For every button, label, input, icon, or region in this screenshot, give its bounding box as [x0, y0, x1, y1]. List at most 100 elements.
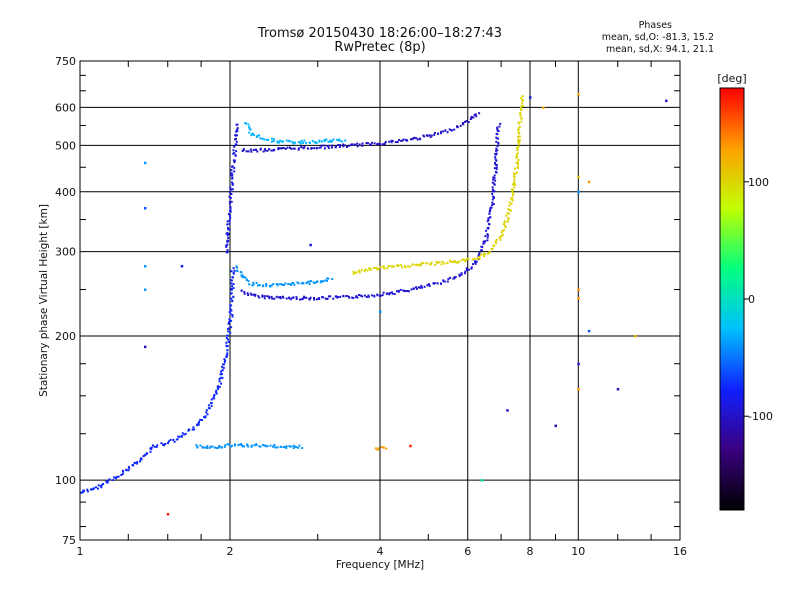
trace-point: [184, 432, 187, 435]
trace-point: [252, 134, 255, 136]
trace-point: [163, 444, 165, 447]
trace-point: [229, 312, 232, 315]
trace-point: [469, 118, 472, 120]
trace-point: [229, 205, 232, 208]
trace-point: [241, 150, 244, 152]
trace-point: [285, 297, 288, 300]
trace-point: [213, 395, 215, 398]
trace-point: [373, 295, 376, 298]
trace-point: [493, 174, 496, 177]
trace-point: [307, 147, 310, 150]
trace-point: [319, 146, 322, 149]
trace-point: [322, 280, 324, 283]
trace-point: [487, 234, 489, 237]
trace-point: [516, 154, 518, 157]
trace-point: [326, 145, 329, 148]
trace-point: [517, 131, 520, 134]
trace-point: [330, 146, 333, 149]
trace-point: [221, 365, 224, 368]
trace-point: [272, 140, 275, 142]
trace-point: [516, 149, 519, 152]
trace-point: [516, 146, 518, 149]
trace-point: [315, 281, 318, 284]
trace-point: [429, 136, 432, 138]
trace-point: [384, 140, 387, 143]
trace-point: [279, 139, 282, 142]
trace-point: [494, 153, 497, 156]
trace-point: [107, 480, 110, 483]
trace-point: [436, 282, 439, 285]
trace-point: [180, 435, 183, 438]
trace-point: [488, 223, 491, 226]
trace-point: [199, 444, 202, 447]
trace-point: [155, 446, 158, 448]
trace-point: [225, 337, 228, 339]
trace-point: [284, 147, 287, 150]
trace-point: [332, 297, 335, 300]
trace-point: [299, 298, 302, 301]
x-tick-label: 2: [227, 545, 234, 558]
trace-point: [250, 293, 253, 296]
trace-point: [444, 129, 447, 132]
trace-point: [235, 134, 238, 137]
trace-point: [491, 198, 494, 201]
trace-point: [205, 409, 208, 412]
trace-point: [323, 144, 326, 147]
trace-point: [465, 267, 468, 270]
trace-point: [277, 148, 280, 151]
trace-point: [111, 479, 114, 482]
trace-point: [493, 177, 496, 180]
trace-point: [225, 341, 228, 344]
trace-point: [519, 106, 522, 109]
trace-point: [520, 104, 523, 107]
trace-point: [364, 268, 367, 271]
y-axis-label: Stationary phase Virtual Height [km]: [38, 204, 50, 397]
data-point: [577, 190, 580, 194]
trace-point: [289, 298, 292, 301]
trace-point: [206, 446, 208, 449]
data-point: [143, 161, 147, 165]
trace-point: [403, 265, 406, 267]
trace-point: [415, 264, 417, 267]
trace-point: [291, 140, 294, 143]
trace-point: [240, 289, 243, 292]
trace-point: [511, 188, 513, 191]
trace-point: [310, 280, 313, 283]
trace-point: [482, 242, 485, 245]
trace-point: [486, 239, 489, 242]
trace-point: [343, 144, 346, 147]
trace-point: [376, 267, 379, 270]
trace-point: [297, 282, 300, 285]
trace-point: [285, 445, 288, 448]
trace-point: [508, 204, 511, 207]
trace-point: [263, 297, 266, 300]
trace-point: [486, 252, 489, 255]
trace-point: [252, 293, 255, 296]
colorbar-tick-label: 0: [748, 293, 755, 306]
trace-point: [354, 272, 357, 274]
trace-point: [494, 158, 497, 161]
trace-point: [230, 319, 233, 322]
trace-point: [303, 145, 306, 148]
trace-point: [492, 182, 495, 185]
trace-point: [282, 147, 285, 149]
trace-point: [297, 148, 300, 151]
trace-point: [181, 432, 184, 435]
trace-point: [332, 138, 335, 141]
trace-point: [153, 445, 156, 448]
data-point: [577, 387, 580, 391]
trace-point: [291, 297, 294, 299]
trace-point: [255, 136, 258, 138]
trace-point: [374, 266, 377, 269]
trace-point: [228, 219, 231, 222]
trace-point: [489, 209, 492, 212]
trace-point: [416, 138, 419, 141]
trace-point: [518, 135, 521, 138]
trace-point: [346, 146, 349, 148]
trace-point: [370, 294, 373, 297]
trace-point: [160, 442, 163, 445]
trace-point: [491, 201, 494, 204]
trace-point: [428, 283, 430, 286]
trace-point: [218, 385, 221, 388]
x-tick-label: 4: [377, 545, 384, 558]
